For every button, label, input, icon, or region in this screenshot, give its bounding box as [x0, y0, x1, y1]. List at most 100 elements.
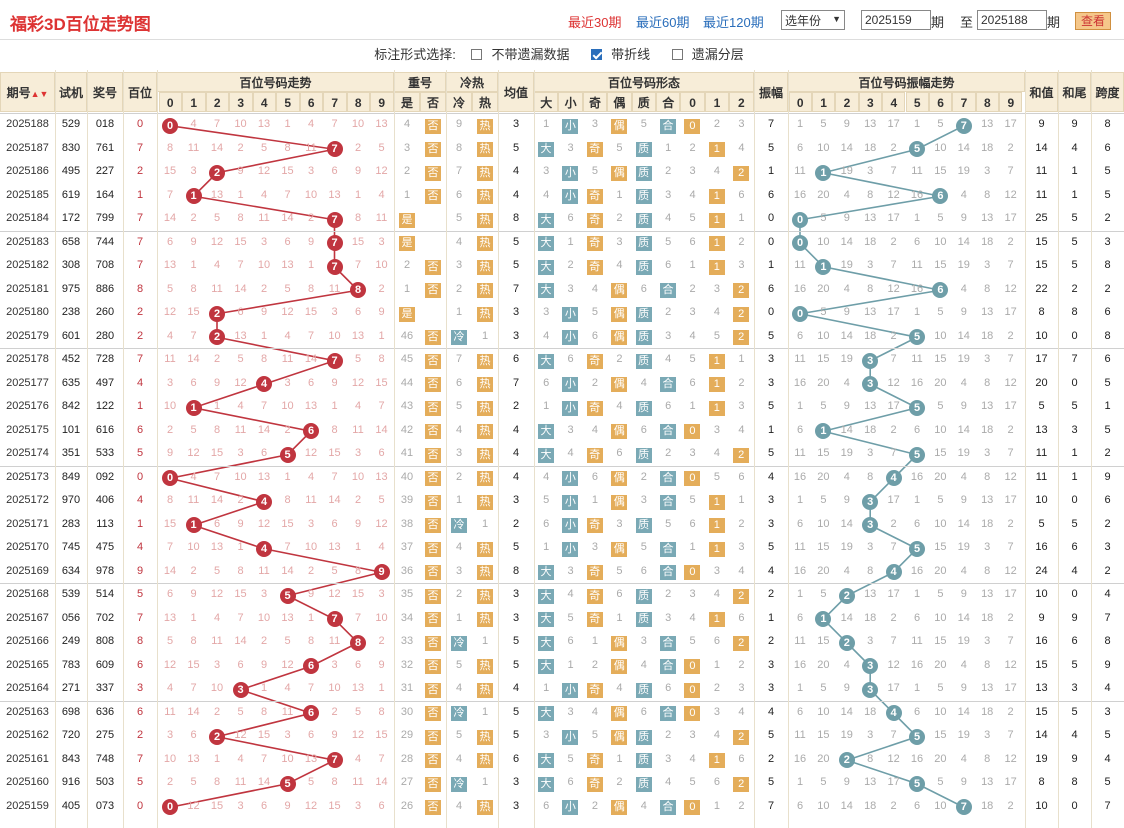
- amp-missing: 3: [867, 447, 874, 459]
- prize-number: 260: [95, 306, 115, 318]
- amp-missing: 8: [984, 376, 991, 389]
- form-missing: 6: [738, 470, 745, 483]
- link-recent-30[interactable]: 最近30期: [568, 15, 622, 30]
- trend-missing: 14: [257, 423, 271, 436]
- amp-missing: 11: [794, 541, 806, 553]
- amp-missing: 9: [843, 306, 850, 318]
- form-tag: 偶: [611, 424, 628, 440]
- trend-missing: 15: [281, 165, 294, 177]
- trend-missing: 12: [163, 658, 177, 671]
- trend-missing: 15: [328, 799, 341, 812]
- trend-missing: 14: [257, 776, 271, 788]
- avg-value: 2: [512, 400, 520, 412]
- checkbox-icon[interactable]: [671, 49, 683, 60]
- amp-value: 1: [767, 259, 775, 271]
- sum-value: 11: [1035, 165, 1048, 177]
- amp-missing: 4: [960, 470, 967, 483]
- trend-missing: 8: [190, 635, 197, 647]
- amp-missing: 17: [1004, 776, 1017, 788]
- form-missing: 3: [738, 259, 745, 271]
- amp-missing: 7: [1007, 541, 1014, 553]
- trend-missing: 10: [328, 329, 341, 342]
- trend-missing: 5: [237, 705, 244, 718]
- trend-missing: 12: [351, 729, 365, 741]
- hundred-ball: 1: [185, 188, 202, 205]
- sum-value: 17: [1035, 353, 1048, 365]
- sim-number: 849: [61, 470, 81, 483]
- amp-missing: 7: [1007, 165, 1014, 177]
- option-polyline[interactable]: 带折线: [591, 47, 656, 62]
- display-options: 标注形式选择: 不带遗漏数据 带折线 遗漏分层: [0, 44, 1124, 66]
- trend-missing: 1: [378, 329, 385, 342]
- trend-missing: 5: [190, 776, 197, 788]
- checkbox-icon[interactable]: [471, 49, 483, 60]
- prize-number: 761: [95, 141, 115, 154]
- form-tag: 偶: [611, 283, 628, 299]
- avg-value: 5: [512, 235, 520, 248]
- form-tag: 2: [733, 729, 750, 745]
- hot-tag: 热: [477, 729, 493, 745]
- tail-value: 9: [1071, 752, 1078, 765]
- form-tag: 1: [708, 377, 725, 393]
- amp-missing: 16: [910, 376, 924, 389]
- amp-missing: 13: [981, 682, 994, 694]
- amp-missing: 11: [794, 353, 806, 365]
- amp-missing: 18: [981, 423, 994, 436]
- form-missing: 6: [665, 400, 672, 412]
- checkbox-checked-icon[interactable]: [591, 49, 603, 60]
- form-tag: 质: [635, 612, 652, 628]
- hundred-ball: 6: [303, 423, 319, 440]
- header-digit-3: 3: [229, 92, 253, 112]
- form-missing: 6: [689, 517, 696, 530]
- option-no-missing[interactable]: 不带遗漏数据: [471, 47, 575, 62]
- trend-missing: 1: [213, 400, 221, 412]
- year-select[interactable]: 选年份 ▼: [781, 10, 845, 30]
- amp-missing: 17: [1004, 494, 1017, 506]
- amp-missing: 5: [937, 682, 944, 694]
- form-missing: 2: [665, 588, 672, 600]
- form-tag: 偶: [611, 306, 628, 322]
- repeat-no-tag: 否: [425, 259, 441, 275]
- form-tag: 质: [635, 353, 652, 369]
- trend-missing: 11: [258, 212, 270, 224]
- link-recent-120[interactable]: 最近120期: [703, 15, 764, 30]
- prize-number: 337: [95, 682, 115, 694]
- option-layered[interactable]: 遗漏分层: [671, 47, 750, 62]
- trend-missing: 8: [331, 423, 338, 436]
- repeat-count: 38: [400, 517, 414, 530]
- amp-missing: 19: [840, 353, 853, 365]
- form-tag: 1: [708, 541, 725, 557]
- sum-value: 10: [1035, 494, 1048, 506]
- repeat-no-tag: 否: [425, 565, 441, 581]
- amp-missing: 6: [796, 517, 804, 530]
- from-issue-input[interactable]: [861, 10, 931, 30]
- amp-ball: 7: [955, 799, 972, 816]
- amp-missing: 12: [1004, 470, 1017, 483]
- form-missing: 5: [616, 564, 623, 577]
- amp-ball: 5: [909, 329, 925, 346]
- amp-missing: 20: [934, 470, 947, 483]
- amp-missing: 18: [864, 141, 877, 154]
- avg-value: 3: [512, 306, 520, 318]
- form-missing: 6: [543, 799, 550, 812]
- form-missing: 5: [665, 517, 672, 530]
- hundred-digit: 7: [136, 752, 144, 765]
- amp-missing: 10: [934, 611, 947, 624]
- repeat-no-tag: 否: [425, 118, 441, 134]
- to-issue-input[interactable]: [977, 10, 1047, 30]
- repeat-no-tag: 否: [425, 659, 441, 675]
- repeat-no-tag: 否: [425, 588, 441, 604]
- repeat-count: 39: [400, 494, 414, 506]
- span-value: 9: [1104, 658, 1111, 671]
- link-recent-60[interactable]: 最近60期: [636, 15, 690, 30]
- form-tag: 大: [538, 659, 554, 675]
- header-digit-8: 8: [346, 92, 370, 112]
- header-form-8: 2: [729, 92, 754, 112]
- trend-missing: 6: [354, 306, 362, 318]
- hundred-ball: 5: [279, 446, 296, 463]
- form-missing: 3: [543, 165, 550, 177]
- view-button[interactable]: 查看: [1075, 12, 1111, 30]
- column-separator: [498, 70, 499, 828]
- header-digit-5: 5: [276, 92, 300, 112]
- sort-icon[interactable]: ▲▼: [30, 89, 49, 99]
